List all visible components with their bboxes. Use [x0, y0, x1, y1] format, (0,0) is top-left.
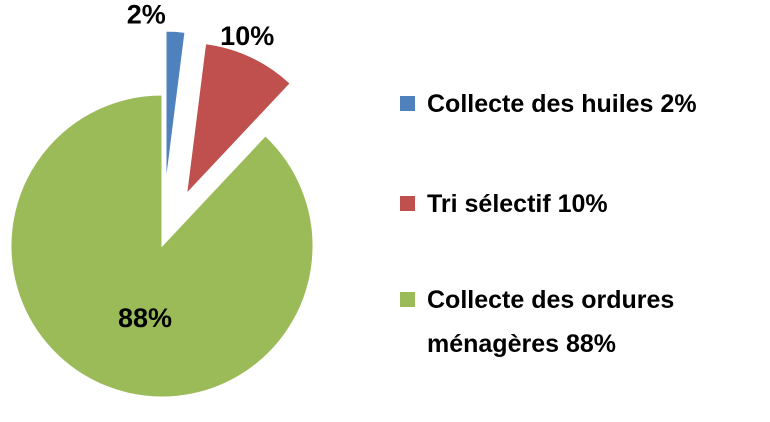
page: {"chart_data": {"type": "pie", "categori… — [10, 0, 697, 398]
legend-entry: Collecte des ordures ménagères 88% — [400, 278, 760, 366]
legend-entry: Collecte des huiles 2% — [400, 82, 760, 126]
legend-value: 10% — [557, 190, 608, 218]
data-label: 88% — [118, 303, 172, 333]
legend-label: Collecte des huiles — [427, 90, 654, 118]
data-label: 2% — [127, 0, 166, 30]
legend-value: 2% — [660, 90, 697, 118]
legend-swatch — [400, 292, 415, 307]
legend: Collecte des huiles 2% Tri sélectif 10% Co… — [400, 82, 760, 422]
data-label: 10% — [220, 21, 274, 51]
legend-swatch — [400, 96, 415, 111]
legend-entry: Tri sélectif 10% — [400, 182, 760, 226]
legend-label: Collecte des ordures ménagères — [427, 286, 675, 358]
pie-slice — [165, 30, 186, 183]
legend-label: Tri sélectif — [427, 190, 551, 218]
pie-slice — [10, 94, 314, 398]
legend-value: 88% — [565, 330, 617, 358]
legend-swatch — [400, 196, 415, 211]
chart: 2% 10% 88% — [10, 0, 314, 398]
pie-slice — [186, 43, 291, 195]
